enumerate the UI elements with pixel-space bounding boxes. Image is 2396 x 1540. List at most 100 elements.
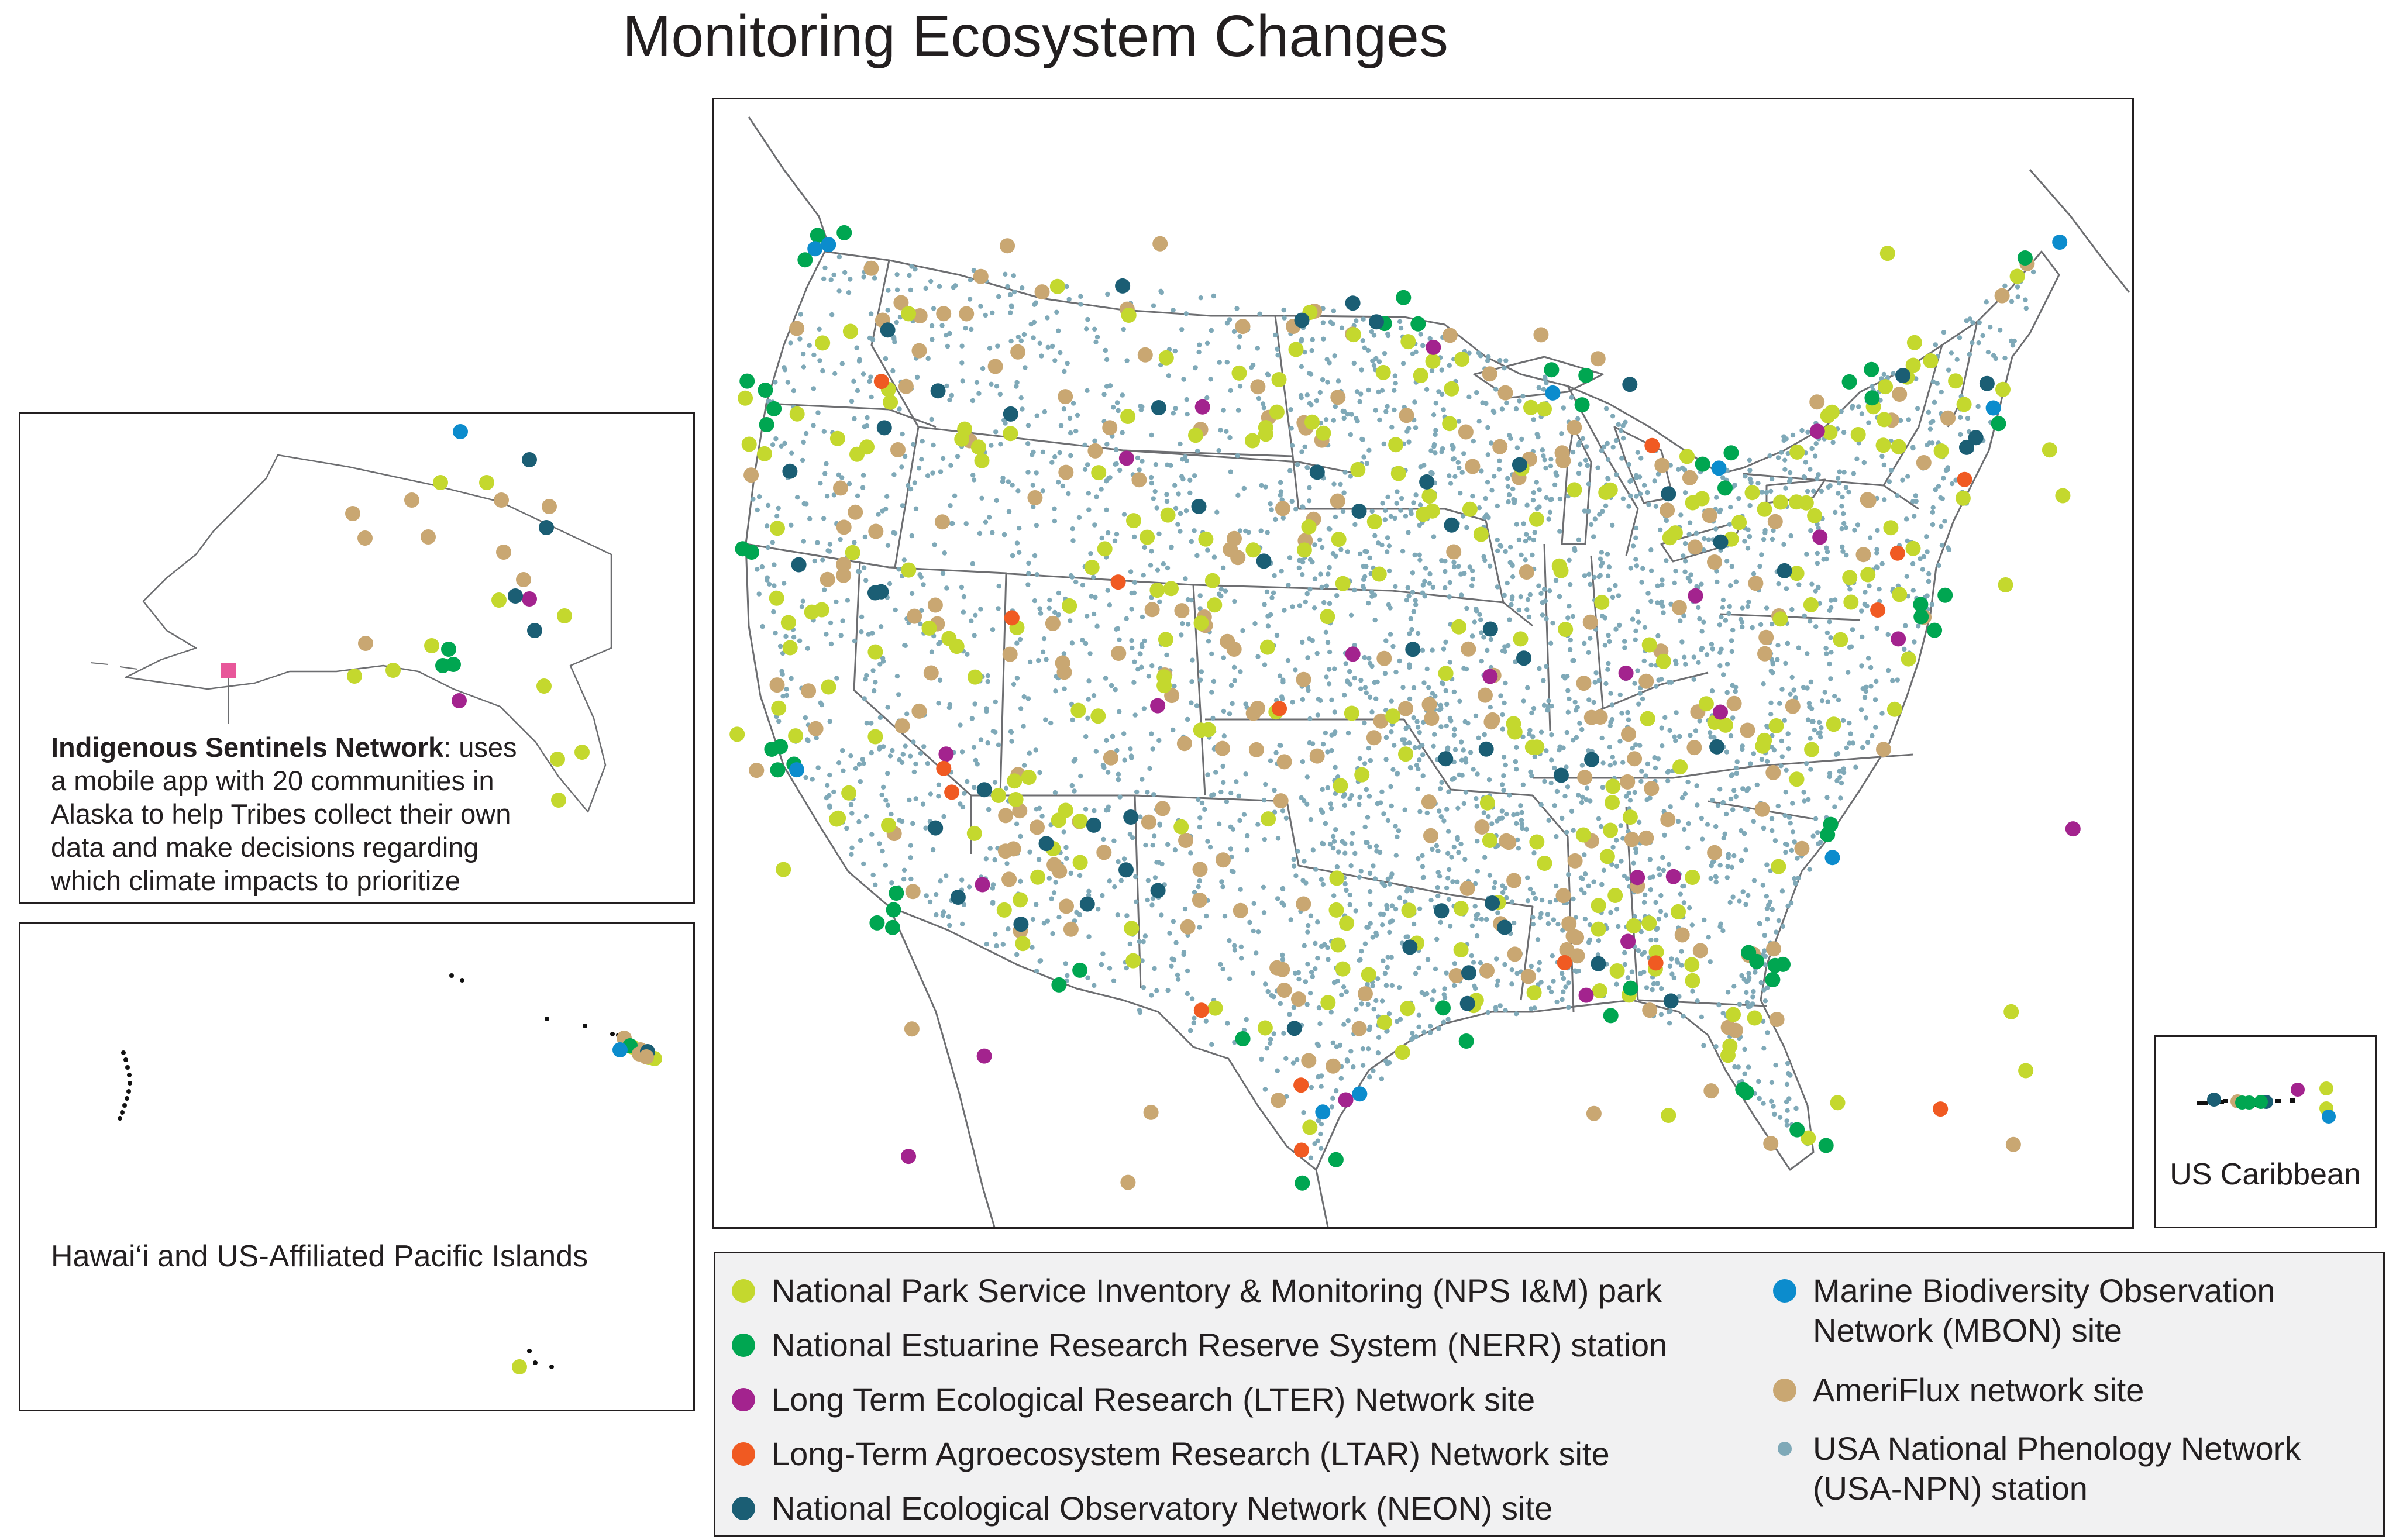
npn-station: [1366, 746, 1371, 751]
npn-station: [1713, 879, 1719, 885]
npn-station: [1100, 951, 1106, 956]
npn-station: [1052, 790, 1058, 795]
site-nerr: [1937, 587, 1953, 603]
npn-station: [1840, 494, 1845, 500]
npn-station: [1848, 644, 1854, 649]
npn-station: [1733, 794, 1739, 800]
site-nps: [1591, 921, 1606, 937]
site-ameriflux: [1235, 319, 1251, 335]
npn-station: [1505, 484, 1511, 489]
npn-station: [1283, 1056, 1289, 1062]
npn-station: [1730, 772, 1735, 777]
npn-station: [1447, 363, 1452, 368]
npn-station: [1073, 757, 1078, 762]
npn-station: [1197, 677, 1203, 683]
alaska-inset[interactable]: Indigenous Sentinels Network: uses a mob…: [19, 412, 695, 904]
npn-station: [2015, 294, 2020, 299]
npn-station: [1720, 928, 1726, 933]
npn-station: [1771, 528, 1776, 533]
npn-station: [1393, 853, 1399, 858]
npn-station: [1118, 878, 1124, 883]
legend-item-neon: National Ecological Observatory Network …: [732, 1489, 1552, 1528]
npn-station: [1352, 587, 1357, 593]
npn-station: [1344, 989, 1349, 994]
npn-station: [1475, 771, 1480, 777]
npn-station: [1413, 349, 1419, 354]
npn-station: [1586, 481, 1591, 487]
npn-station: [1455, 805, 1461, 811]
npn-station: [1306, 923, 1311, 928]
npn-station: [1216, 448, 1221, 453]
npn-station: [1455, 835, 1460, 840]
npn-station: [1180, 457, 1185, 462]
npn-station: [1720, 597, 1726, 603]
npn-station: [1679, 963, 1684, 968]
site-ameriflux: [1058, 389, 1073, 405]
npn-station: [1372, 680, 1378, 685]
npn-station: [1026, 560, 1031, 566]
site-neon: [1150, 883, 1166, 898]
npn-station: [827, 542, 833, 547]
npn-station: [1146, 674, 1152, 679]
npn-station: [1802, 613, 1807, 619]
npn-station: [1875, 528, 1880, 533]
npn-station: [983, 519, 989, 525]
caribbean-inset[interactable]: US Caribbean: [2154, 1035, 2377, 1228]
npn-station: [1138, 404, 1143, 409]
npn-station: [811, 423, 816, 428]
site-ameriflux: [1087, 443, 1103, 459]
npn-station: [782, 440, 787, 446]
npn-station: [1086, 893, 1092, 898]
npn-station: [1355, 418, 1360, 424]
island: [125, 1096, 129, 1101]
npn-station: [1881, 462, 1887, 468]
site-nps: [1822, 425, 1838, 440]
npn-station: [1345, 549, 1350, 554]
npn-station: [978, 304, 983, 309]
border-ny-vt: [1882, 344, 1943, 486]
npn-station: [1030, 945, 1035, 950]
site-ameriflux: [1245, 705, 1261, 721]
npn-station: [1428, 448, 1434, 453]
npn-station: [1595, 465, 1600, 470]
site-neon: [1123, 809, 1139, 825]
npn-station: [1910, 561, 1916, 567]
npn-station: [1251, 901, 1256, 907]
npn-station: [1105, 291, 1110, 297]
npn-station: [945, 343, 951, 349]
site-mbon: [612, 1042, 628, 1057]
site-nps: [769, 590, 784, 606]
npn-station: [1417, 906, 1423, 912]
npn-station: [1199, 669, 1204, 674]
main-map-panel[interactable]: [712, 98, 2134, 1229]
npn-station: [1137, 1010, 1143, 1015]
npn-station: [1786, 746, 1791, 752]
site-nps: [1622, 809, 1638, 825]
hawaii-inset[interactable]: Hawai‘i and US-Affiliated Pacific Island…: [19, 922, 695, 1411]
npn-station: [1751, 571, 1757, 577]
npn-station: [1141, 706, 1147, 711]
npn-station: [1254, 950, 1259, 956]
npn-station: [937, 284, 942, 289]
npn-station: [1854, 456, 1860, 461]
npn-station: [1221, 780, 1226, 785]
legend-label-neon: National Ecological Observatory Network …: [772, 1490, 1553, 1527]
npn-station: [828, 277, 834, 282]
legend-label-usa-npn: USA National Phenology Network (USA-NPN)…: [1813, 1430, 2301, 1507]
npn-station: [1295, 462, 1300, 467]
npn-station: [1086, 678, 1092, 684]
site-nerr: [766, 401, 782, 416]
npn-station: [1571, 896, 1576, 902]
site-nps: [1261, 811, 1276, 827]
npn-station: [1481, 810, 1487, 815]
npn-station: [1733, 765, 1739, 771]
npn-station: [1149, 663, 1155, 669]
npn-station: [1812, 453, 1818, 459]
site-nerr: [886, 902, 901, 918]
npn-station: [1185, 411, 1190, 417]
npn-station: [1218, 428, 1223, 433]
npn-station: [1085, 715, 1090, 721]
site-ameriflux: [1499, 833, 1514, 849]
npn-station: [1393, 824, 1398, 829]
npn-station: [1614, 981, 1619, 987]
